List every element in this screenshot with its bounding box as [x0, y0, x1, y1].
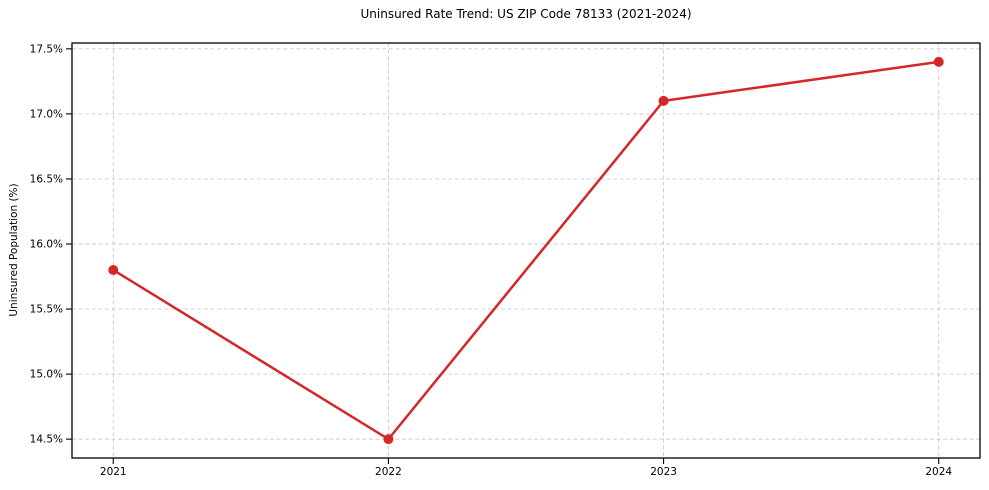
y-tick-label: 16.5%: [30, 173, 63, 185]
x-tick-label: 2023: [650, 466, 677, 478]
data-point-2024: [933, 56, 944, 67]
y-tick-label: 15.0%: [30, 369, 63, 381]
y-tick-label: 15.5%: [30, 304, 63, 316]
chart-title: Uninsured Rate Trend: US ZIP Code 78133 …: [360, 7, 692, 21]
data-point-2022: [383, 434, 394, 445]
x-tick-label: 2021: [100, 466, 127, 478]
y-tick-label: 17.5%: [30, 43, 63, 55]
x-tick-label: 2022: [375, 466, 402, 478]
y-tick-label: 14.5%: [30, 434, 63, 446]
x-tick-label: 2024: [925, 466, 952, 478]
data-point-2021: [108, 265, 119, 276]
data-point-2023: [658, 95, 669, 106]
plot-border: [71, 42, 981, 459]
trend-line: [112, 60, 940, 441]
y-tick-label: 16.0%: [30, 238, 63, 250]
y-tick-label: 17.0%: [30, 108, 63, 120]
